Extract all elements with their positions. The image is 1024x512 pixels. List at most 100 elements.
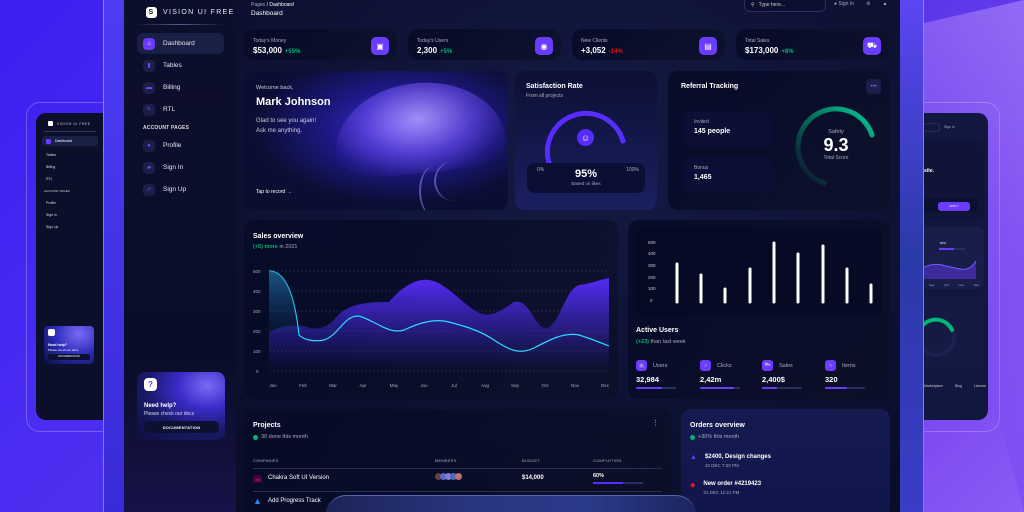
mini-nav-signup: Sign Up bbox=[46, 225, 59, 229]
svg-text:Feb: Feb bbox=[299, 383, 307, 388]
satisfaction-value: 95% bbox=[574, 168, 598, 180]
right-preview-frame bbox=[922, 102, 1000, 432]
metric-users: ▣ Users 32,984 bbox=[636, 360, 691, 389]
svg-text:Sep: Sep bbox=[511, 383, 520, 388]
satisfaction-gauge bbox=[544, 110, 626, 166]
sidebar-item-profile[interactable]: ● Profile bbox=[137, 135, 224, 156]
metric-items: ✎ Items 320 bbox=[825, 360, 880, 389]
projects-card: Projects 30 done this month ⋮ COMPANIES … bbox=[244, 409, 671, 512]
mini-nav-dashboard: Dashboard bbox=[55, 139, 73, 143]
column-completion: COMPLETION bbox=[593, 458, 622, 463]
stat-card-users: Today's Users 2,300 +5% ◉ bbox=[408, 29, 561, 60]
logo-icon: S bbox=[146, 6, 157, 18]
arrow-right-icon: → bbox=[286, 189, 292, 195]
sidebar-item-label: Sign Up bbox=[163, 186, 187, 193]
cart-icon: ⛟ bbox=[863, 37, 881, 55]
order-item[interactable]: ◆ New order #4219423 21 DEC 11:21 PM bbox=[690, 481, 762, 495]
svg-text:0: 0 bbox=[650, 298, 653, 303]
rocket-icon: ➚ bbox=[700, 360, 711, 371]
referral-title: Referral Tracking bbox=[681, 83, 739, 90]
header-actions: ● Sign In ⚙ ▲ bbox=[834, 1, 887, 7]
bar-chart-icon: ▮ bbox=[143, 59, 155, 72]
left-preview-window: VISION UI FREE Dashboard Tables Billing … bbox=[36, 113, 104, 420]
completion-progress bbox=[593, 482, 643, 484]
more-vertical-icon[interactable]: ⋮ bbox=[652, 420, 659, 427]
stat-change: -14% bbox=[608, 49, 623, 55]
person-icon: ● bbox=[834, 1, 838, 7]
sidebar-item-label: Billing bbox=[163, 84, 181, 91]
search-input[interactable]: ⚲ Type here... bbox=[744, 0, 826, 12]
sidebar-item-sign-up[interactable]: ➚ Sign Up bbox=[137, 179, 224, 200]
referral-card: Referral Tracking ••• Invited 145 people … bbox=[668, 71, 890, 210]
svg-text:Jan: Jan bbox=[269, 383, 277, 388]
credit-card-icon: ▬ bbox=[143, 81, 155, 94]
table-row[interactable]: Xd Chakra Soft UI Version $14,000 60% bbox=[253, 473, 663, 489]
left-preview-frame bbox=[26, 102, 106, 432]
sidebar-section-account: ACCOUNT PAGES bbox=[143, 125, 190, 131]
more-menu-button[interactable]: ••• bbox=[866, 79, 881, 94]
welcome-name: Mark Johnson bbox=[256, 96, 331, 108]
svg-text:Aug: Aug bbox=[481, 383, 490, 388]
satisfaction-value-box: 0% 100% 95% Based on likes bbox=[527, 163, 645, 193]
invited-box: Invited 145 people bbox=[684, 111, 772, 147]
breadcrumb-root[interactable]: Pages bbox=[251, 2, 266, 8]
wallet-icon: ▣ bbox=[636, 360, 647, 371]
sidebar-item-dashboard[interactable]: ⌂ Dashboard bbox=[137, 33, 224, 54]
sidebar-item-sign-in[interactable]: ▰ Sign In bbox=[137, 157, 224, 178]
sidebar-item-rtl[interactable]: ✎ RTL bbox=[137, 99, 224, 120]
smiley-icon: ☺ bbox=[577, 129, 594, 146]
breadcrumb: Pages / Dashboard bbox=[251, 2, 294, 8]
sidebar-item-billing[interactable]: ▬ Billing bbox=[137, 77, 224, 98]
right-preview-window: Sign In site. APPLY 60% Sep Oct Nov Dec Mar… bbox=[924, 113, 988, 420]
mini-section: ACCOUNT PAGES bbox=[44, 189, 70, 193]
brand-name: VISION UI FREE bbox=[163, 8, 235, 16]
brand-logo[interactable]: S VISION UI FREE bbox=[124, 0, 236, 20]
breadcrumb-current: Dashboard bbox=[269, 2, 294, 8]
active-users-bar-chart: 500 400 300 200 100 0 bbox=[636, 227, 882, 317]
left-glass-edge bbox=[103, 0, 124, 512]
mini-nav-tables: Tables bbox=[46, 153, 57, 157]
mini-apply-button: APPLY bbox=[938, 202, 970, 211]
sales-subtitle: (+5) more in 2021 bbox=[253, 244, 298, 250]
stat-card-sales: Total Sales $173,000 +8% ⛟ bbox=[736, 29, 889, 60]
active-users-subtitle: (+23) than last week bbox=[636, 339, 686, 345]
satisfaction-card: Satisfaction Rate From all projects ☺ 0%… bbox=[515, 71, 657, 210]
metric-sales: ⛟ Sales 2,400$ bbox=[762, 360, 817, 389]
order-item[interactable]: ▲ $2400, Design changes 22 DEC 7:20 PM bbox=[690, 454, 771, 468]
check-circle-icon bbox=[253, 434, 258, 440]
projects-title: Projects bbox=[253, 422, 281, 429]
mini-help-card: Need help? Please check our docs DOCUMEN… bbox=[44, 326, 94, 364]
svg-text:Oct: Oct bbox=[541, 383, 549, 388]
sign-in-link[interactable]: ● Sign In bbox=[834, 1, 854, 7]
globe-icon: ◉ bbox=[535, 37, 553, 55]
mini-footer-blog: Blog bbox=[954, 384, 962, 388]
tap-to-record-link[interactable]: Tap to record → bbox=[256, 189, 292, 195]
search-placeholder: Type here... bbox=[758, 1, 786, 8]
mini-nav-profile: Profile bbox=[46, 201, 56, 205]
wallet-icon: ▣ bbox=[371, 37, 389, 55]
bell-icon[interactable]: ▲ bbox=[882, 1, 888, 7]
jellyfish-image bbox=[329, 74, 508, 182]
sales-area-chart: 500 400 300 200 100 0 Jan Feb Mar Apr May Jun Jul Au… bbox=[253, 269, 610, 388]
table-row[interactable]: ▲ Add Progress Track bbox=[253, 496, 663, 510]
column-budget: BUDGET bbox=[522, 458, 540, 463]
question-icon: ? bbox=[144, 378, 157, 391]
stat-label: Today's Money bbox=[253, 38, 287, 44]
home-icon: ⌂ bbox=[143, 37, 155, 50]
help-title: Need help? bbox=[144, 403, 177, 409]
svg-text:Nov: Nov bbox=[571, 383, 580, 388]
gear-icon[interactable]: ⚙ bbox=[866, 1, 871, 7]
stat-label: Total Sales bbox=[745, 38, 770, 44]
orders-title: Orders overview bbox=[690, 422, 745, 429]
sidebar-item-tables[interactable]: ▮ Tables bbox=[137, 55, 224, 76]
orders-overview-card: Orders overview +30% this month ▲ $2400,… bbox=[681, 409, 890, 512]
sales-title: Sales overview bbox=[253, 233, 304, 240]
stat-change: +5% bbox=[440, 49, 453, 55]
documentation-button[interactable]: DOCUMENTATION bbox=[144, 421, 219, 433]
mini-nav-signin: Sign In bbox=[46, 213, 57, 217]
svg-text:200: 200 bbox=[253, 329, 261, 334]
safety-gauge bbox=[795, 106, 875, 186]
floating-panel-edge bbox=[326, 495, 696, 512]
member-avatars bbox=[435, 473, 462, 480]
svg-text:400: 400 bbox=[648, 251, 656, 256]
